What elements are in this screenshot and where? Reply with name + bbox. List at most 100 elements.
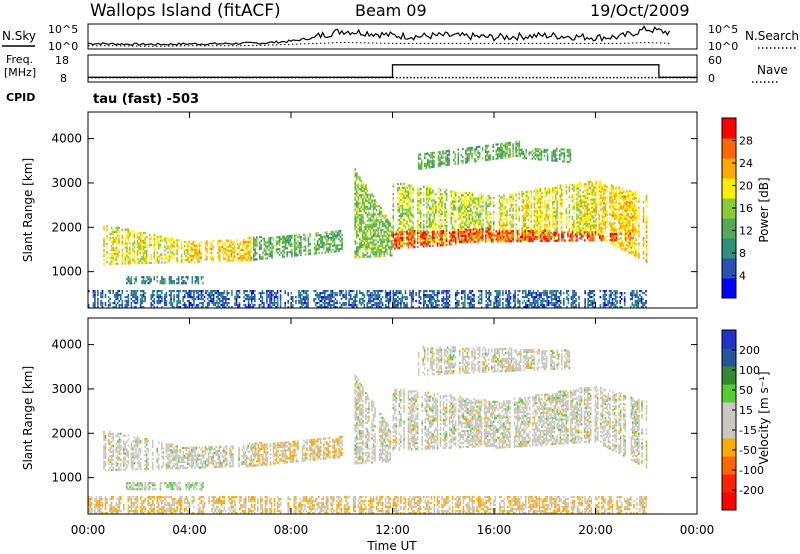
- power-cell: [585, 232, 587, 235]
- power-cell: [439, 189, 442, 192]
- power-cell: [226, 249, 228, 252]
- power-cell: [591, 233, 593, 236]
- power-cell: [557, 237, 560, 240]
- power-cell: [413, 234, 416, 237]
- power-cell: [106, 252, 108, 256]
- power-cell: [165, 257, 168, 260]
- power-cell: [168, 276, 171, 279]
- power-cell: [539, 235, 542, 238]
- power-cell: [335, 250, 337, 253]
- power-cell: [482, 227, 484, 230]
- power-cell: [266, 253, 269, 256]
- power-cell: [500, 154, 502, 158]
- power-cell: [424, 162, 426, 166]
- power-cell: [593, 188, 595, 191]
- power-cell: [574, 233, 577, 236]
- power-cell: [171, 251, 174, 254]
- power-cell: [589, 237, 592, 240]
- power-cell: [606, 217, 608, 220]
- power-cell: [101, 304, 104, 307]
- power-cell: [577, 187, 580, 190]
- power-cell: [333, 236, 336, 239]
- power-cell: [198, 242, 201, 245]
- power-cell: [158, 245, 160, 248]
- power-cell: [544, 213, 546, 216]
- power-cell: [491, 234, 493, 237]
- power-cell: [548, 213, 551, 216]
- power-cell: [554, 157, 556, 160]
- power-cell: [539, 189, 542, 193]
- power-cell: [521, 227, 523, 230]
- power-cell: [354, 208, 356, 211]
- power-cell: [474, 150, 476, 153]
- power-cell: [451, 200, 454, 203]
- power-cell: [498, 238, 501, 241]
- power-cell: [526, 230, 528, 233]
- power-cell: [601, 187, 604, 190]
- power-cell: [121, 302, 124, 305]
- power-cell: [553, 233, 555, 236]
- power-cell: [397, 208, 399, 212]
- power-cell: [553, 211, 555, 214]
- power-cell: [553, 207, 555, 210]
- power-cell: [638, 206, 640, 209]
- power-cell: [419, 227, 422, 231]
- power-cell: [339, 243, 342, 247]
- power-cell: [539, 219, 542, 223]
- power-cell: [133, 242, 136, 245]
- power-cell: [369, 203, 372, 206]
- power-cell: [326, 243, 328, 246]
- power-cell: [609, 225, 611, 228]
- power-cell: [417, 167, 420, 170]
- power-cell: [568, 229, 571, 233]
- power-cell: [495, 238, 498, 241]
- power-cell: [182, 282, 184, 285]
- power-cell: [242, 258, 245, 262]
- power-cell: [618, 244, 620, 247]
- power-cell: [556, 222, 558, 225]
- power-cell: [439, 195, 442, 198]
- power-cell: [392, 209, 395, 212]
- power-cell: [454, 220, 457, 223]
- power-cell: [398, 232, 401, 235]
- power-cell: [645, 226, 648, 229]
- power-cell: [512, 149, 514, 152]
- power-cell: [611, 236, 613, 240]
- power-cell: [509, 207, 511, 211]
- power-cell: [330, 236, 333, 239]
- power-cell: [638, 234, 640, 237]
- power-cell: [459, 232, 461, 235]
- power-cell: [507, 143, 510, 147]
- power-cell: [638, 230, 640, 233]
- power-cell: [136, 250, 139, 253]
- power-cell: [427, 203, 430, 206]
- power-cell: [464, 214, 466, 217]
- power-cell: [522, 215, 525, 218]
- power-cell: [427, 197, 430, 200]
- power-cell: [445, 243, 448, 246]
- power-cell: [487, 158, 490, 161]
- power-cell: [418, 231, 420, 235]
- power-cell: [551, 207, 554, 210]
- power-cell: [551, 187, 554, 190]
- power-cell: [192, 254, 195, 257]
- power-cell: [161, 257, 163, 260]
- power-cell: [450, 239, 452, 242]
- power-cell: [191, 254, 193, 257]
- power-cell: [132, 234, 134, 237]
- power-cell: [539, 215, 542, 219]
- power-cell: [466, 161, 469, 164]
- power-cell: [610, 222, 613, 225]
- power-cell: [510, 213, 513, 216]
- power-cell: [139, 238, 142, 241]
- power-cell: [124, 238, 127, 241]
- power-cell: [269, 240, 272, 244]
- power-cell: [189, 254, 192, 257]
- power-cell: [407, 228, 410, 231]
- power-cell: [451, 231, 454, 234]
- power-cell: [552, 159, 555, 162]
- power-cell: [433, 236, 436, 239]
- power-cell: [471, 156, 473, 159]
- power-cell: [412, 190, 414, 193]
- power-cell: [585, 218, 587, 222]
